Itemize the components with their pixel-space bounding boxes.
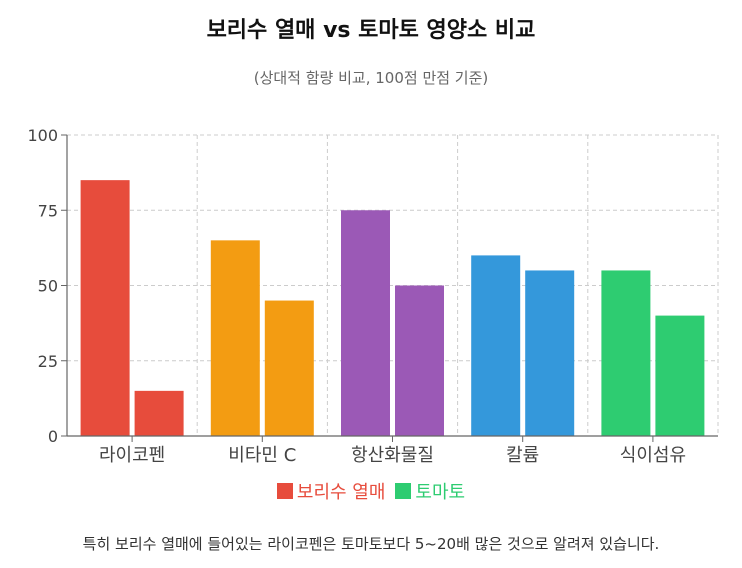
bar [525,270,575,436]
legend-item-series-2[interactable]: 토마토 [395,478,465,504]
bar [655,315,705,436]
legend-swatch-series-2 [395,483,412,499]
bar [80,180,130,436]
y-tick-label: 100 [27,126,58,145]
bar [395,285,444,436]
y-tick-label: 0 [48,427,58,446]
footnote: 특히 보리수 열매에 들어있는 라이코펜은 토마토보다 5~20배 많은 것으로… [82,535,660,553]
chart-title: 보리수 열매 vs 토마토 영양소 비교 [206,18,536,43]
y-tick-label: 25 [38,352,58,371]
legend-swatch-series-1 [276,483,293,499]
bar [341,210,390,436]
bar [210,240,260,436]
chart-subtitle: (상대적 함량 비교, 100점 만점 기준) [253,69,489,87]
legend-label-series-1: 보리수 열매 [296,482,386,503]
legend-label-series-2: 토마토 [415,482,466,503]
bar [264,300,314,436]
x-tick-label: 칼륨 [506,445,539,466]
legend: 보리수 열매 토마토 [0,478,742,504]
x-tick-label: 식이섬유 [620,445,686,466]
x-tick-label: 비타민 C [228,445,296,466]
x-tick-label: 라이코펜 [99,445,165,466]
legend-item-series-1[interactable]: 보리수 열매 [276,478,386,504]
x-tick-label: 항산화물질 [351,445,434,466]
y-tick-label: 75 [38,201,58,220]
bar [134,390,184,436]
bar [601,270,651,436]
bar [471,255,521,436]
y-tick-label: 50 [38,277,58,296]
